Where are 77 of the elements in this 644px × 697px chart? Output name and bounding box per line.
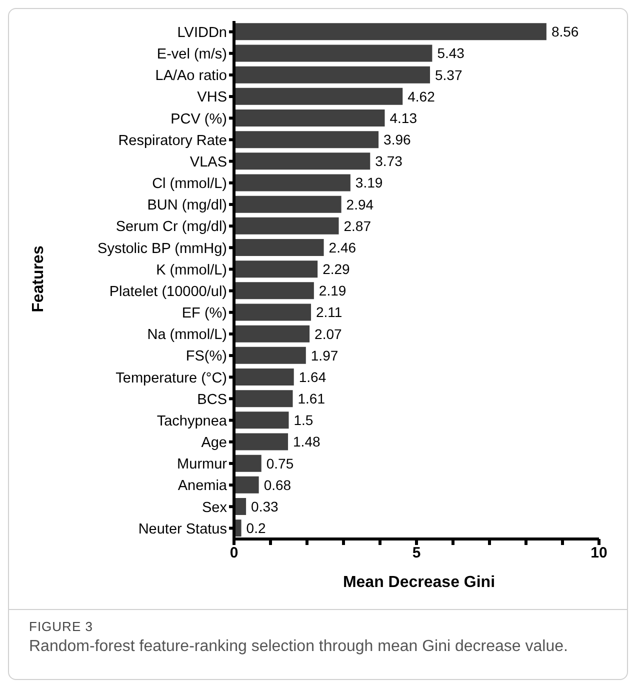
data-label: 1.61 [298, 390, 326, 407]
data-label: 5.37 [435, 66, 462, 83]
y-tick-label: Murmur [177, 456, 228, 473]
bar [234, 217, 339, 234]
y-tick-label: Serum Cr (mg/dl) [116, 219, 227, 236]
bar [234, 238, 324, 256]
x-tick-label: 0 [230, 544, 238, 562]
y-tick-label: Sex [202, 500, 228, 516]
y-tick-label: K (mmol/L) [156, 262, 227, 278]
data-label: 3.73 [375, 153, 403, 170]
y-tick-label: E-vel (m/s) [156, 46, 227, 63]
x-tick-label: 5 [412, 544, 421, 562]
y-tick-label: Cl (mmol/L) [152, 176, 227, 192]
data-label: 2.11 [316, 304, 342, 320]
text: Random-forest feature-ranking selection through mean Gini decrease value. [29, 638, 569, 656]
bar [234, 476, 259, 494]
y-tick-label: PCV (%) [170, 111, 227, 128]
data-label: 1.5 [294, 412, 314, 428]
y-tick-label: LA/Ao ratio [155, 68, 227, 84]
caption: FIGURE 3 [29, 619, 94, 634]
data-label: 4.62 [408, 88, 436, 104]
bar [234, 88, 403, 105]
y-tick-label: LVIDDn [177, 24, 227, 41]
data-label: 3.19 [355, 174, 383, 191]
y-axis-title: Features [30, 246, 48, 312]
bar [234, 325, 310, 342]
data-label: 3.96 [384, 132, 411, 148]
data-label: 1.64 [298, 368, 326, 385]
y-tick-label: VHS [197, 90, 227, 106]
x-tick-label: 10 [590, 544, 608, 562]
bar [234, 196, 342, 213]
data-label: 2.87 [344, 218, 372, 234]
data-label: 1.97 [310, 347, 338, 364]
y-tick-label: Anemia [178, 478, 228, 494]
y-tick-label: Systolic BP (mmHg) [98, 240, 227, 257]
y-tick-label: Respiratory Rate [118, 132, 227, 149]
bar [234, 152, 370, 170]
data-label: 8.56 [551, 24, 579, 40]
y-tick-label: VLAS [190, 154, 227, 170]
data-label: 0.33 [251, 498, 279, 514]
y-tick-label: Neuter Status [138, 521, 227, 538]
y-tick-label: BUN (mg/dl) [147, 198, 227, 214]
data-label: 4.13 [390, 110, 418, 126]
data-label: 2.94 [346, 196, 374, 212]
bar [234, 66, 430, 84]
data-label: 0.68 [264, 476, 292, 493]
y-tick-label: BCS [197, 392, 227, 408]
y-tick-label: Age [201, 435, 227, 452]
bar [234, 433, 288, 450]
bar [234, 412, 289, 429]
data-label: 5.43 [437, 45, 465, 62]
y-tick-label: Platelet (10000/ul) [109, 284, 227, 300]
bar [234, 368, 294, 386]
y-tick-label: FS(%) [186, 348, 227, 365]
data-label: 2.07 [314, 326, 342, 342]
data-label: 1.48 [293, 434, 320, 450]
bar [234, 260, 318, 278]
bar [234, 44, 432, 62]
y-tick-label: EF (%) [182, 306, 227, 322]
data-label: 0.2 [246, 520, 266, 536]
bar [234, 454, 262, 472]
data-label: 2.19 [318, 282, 346, 299]
data-label: 0.75 [266, 455, 294, 472]
bar [234, 346, 306, 364]
bar [234, 174, 350, 192]
bar [234, 282, 314, 300]
data-label: 2.46 [328, 239, 356, 256]
y-tick-label: Temperature (°C) [116, 370, 227, 386]
bar [234, 109, 385, 126]
x-axis-title: Mean Decrease Gini [342, 574, 496, 592]
bar [234, 131, 379, 148]
y-tick-label: Tachypnea [156, 413, 228, 430]
bar [234, 23, 546, 40]
bar [234, 390, 293, 408]
bar [234, 304, 312, 321]
y-tick-label: Na (mmol/L) [147, 327, 227, 344]
data-label: 2.29 [322, 261, 350, 278]
